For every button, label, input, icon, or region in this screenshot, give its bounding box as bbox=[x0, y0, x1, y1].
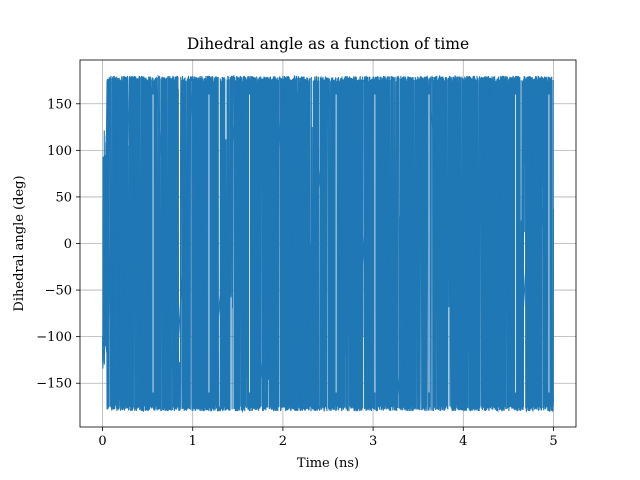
x-tick-label: 0 bbox=[98, 434, 106, 449]
y-axis-label: Dihedral angle (deg) bbox=[12, 175, 27, 311]
series-line bbox=[102, 74, 554, 414]
y-tick-label: 50 bbox=[55, 190, 72, 205]
x-tick-label: 1 bbox=[189, 434, 197, 449]
ticks: 0 1 2 3 4 5 −150 −100 −50 0 50 100 150 bbox=[36, 97, 557, 449]
y-tick-label: −150 bbox=[36, 377, 72, 392]
y-tick-label: −50 bbox=[45, 284, 72, 299]
x-tick-label: 3 bbox=[369, 434, 377, 449]
y-tick-label: 150 bbox=[47, 97, 72, 112]
x-tick-label: 2 bbox=[279, 434, 287, 449]
series-line-samples bbox=[102, 75, 554, 412]
x-tick-label: 5 bbox=[549, 434, 557, 449]
y-tick-label: 100 bbox=[47, 144, 72, 159]
chart-title: Dihedral angle as a function of time bbox=[187, 35, 469, 53]
x-axis-label: Time (ns) bbox=[297, 456, 359, 471]
x-tick-label: 4 bbox=[459, 434, 467, 449]
y-tick-label: 0 bbox=[64, 237, 72, 252]
data-layer bbox=[102, 74, 554, 414]
y-tick-label: −100 bbox=[36, 330, 72, 345]
